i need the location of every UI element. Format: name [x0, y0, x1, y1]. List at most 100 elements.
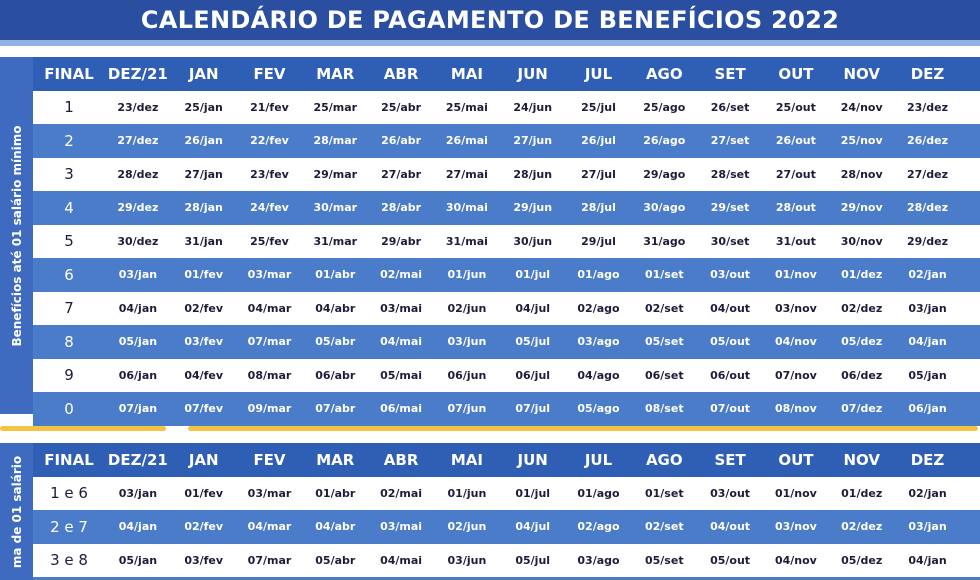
date-cell: 26/jan: [184, 134, 223, 148]
table-row: 3 e 8 05/jan 03/fev 07/mar 05/abr 04/mai 03/ju…: [33, 543, 980, 577]
date-cell: 07/jun: [447, 402, 487, 416]
date-cell: DEZ: [910, 450, 945, 469]
date-cell: 03/ago: [577, 335, 620, 349]
date-cell: 04/jul: [515, 520, 551, 534]
date-cell: 06/jan: [908, 402, 947, 416]
date-cell: 01/jun: [447, 268, 487, 282]
date-cell: 02/jan: [908, 486, 947, 500]
date-cell: 07/mar: [247, 335, 292, 349]
title: CALENDÁRIO DE PAGAMENTO DE BENEFÍCIOS 20…: [0, 0, 980, 40]
date-cell: 02/jun: [447, 520, 487, 534]
date-cell: 07/mar: [247, 553, 292, 567]
date-cell: 06/jun: [447, 368, 487, 382]
date-cell: 29/ago: [643, 167, 686, 181]
date-cell: 25/nov: [840, 134, 883, 148]
date-cell: 04/jan: [118, 520, 158, 534]
date-cell: JUL: [584, 450, 613, 469]
date-cell: 22/fev: [250, 134, 289, 148]
final-cell: 3 e 8: [50, 551, 88, 570]
date-cell: 02/ago: [577, 301, 620, 315]
date-cell: 27/mai: [445, 167, 488, 181]
date-cell: 05/jul: [515, 335, 551, 349]
date-cell: FEV: [253, 64, 286, 83]
date-cell: 02/set: [644, 301, 684, 315]
date-cell: 25/jan: [184, 100, 223, 114]
date-cell: 25/mar: [313, 100, 358, 114]
table-row: 8 05/jan 03/fev 07/mar 05/abr 04/mai 03/jun 05/…: [33, 325, 980, 359]
date-cell: 05/jan: [118, 335, 158, 349]
date-cell: 03/jun: [447, 335, 487, 349]
date-cell: 03/jan: [118, 486, 158, 500]
date-cell: 03/jun: [447, 553, 487, 567]
table: Benefícios até 01 salário mínimo FINAL DEZ…: [0, 57, 980, 426]
date-cell: 06/dez: [841, 368, 883, 382]
date-cell: SET: [714, 450, 746, 469]
date-cell: JUL: [584, 64, 613, 83]
date-cell: 02/jun: [447, 301, 487, 315]
final-cell: 4: [64, 198, 74, 217]
date-cell: OUT: [778, 64, 814, 83]
date-cell: 04/out: [710, 301, 751, 315]
final-cell: 0: [64, 399, 74, 418]
date-cell: 02/dez: [841, 520, 883, 534]
date-cell: 31/ago: [643, 234, 686, 248]
table-row: 2 27/dez 26/jan 22/fev 28/mar 26/abr 26/mai 27/…: [33, 124, 980, 158]
date-cell: 04/mai: [380, 553, 423, 567]
date-cell: 03/nov: [774, 301, 817, 315]
date-cell: 07/jan: [118, 402, 158, 416]
date-cell: 02/jan: [908, 268, 947, 282]
separator: [188, 426, 978, 431]
date-cell: 06/jul: [515, 368, 551, 382]
date-cell: 27/dez: [906, 167, 949, 181]
date-cell: 05/out: [710, 335, 751, 349]
date-cell: 27/dez: [117, 134, 159, 148]
date-cell: 27/abr: [381, 167, 422, 181]
date-cell: 24/jun: [513, 100, 553, 114]
date-cell: DEZ/21: [107, 64, 168, 83]
date-cell: 04/nov: [774, 553, 817, 567]
date-cell: 07/jul: [515, 402, 551, 416]
date-cell: 03/mai: [380, 301, 423, 315]
date-cell: 03/jan: [118, 268, 158, 282]
date-cell: 29/dez: [117, 201, 159, 215]
date-cell: AGO: [645, 450, 683, 469]
date-cell: 07/out: [710, 402, 751, 416]
date-cell: 06/mai: [380, 402, 423, 416]
date-cell: 03/out: [710, 486, 751, 500]
date-cell: 03/mar: [247, 268, 292, 282]
date-cell: 08/mar: [247, 368, 292, 382]
date-cell: 29/nov: [840, 201, 883, 215]
date-cell: 23/fev: [250, 167, 289, 181]
table: ma de 01 salário FINAL DEZ/21 JAN FEV MAR ABR M…: [0, 443, 980, 580]
date-cell: OUT: [778, 450, 814, 469]
date-cell: 24/nov: [840, 100, 883, 114]
date-cell: 25/out: [775, 100, 816, 114]
date-cell: 26/out: [775, 134, 816, 148]
date-cell: 04/nov: [774, 335, 817, 349]
date-cell: 03/nov: [774, 520, 817, 534]
date-cell: 06/set: [644, 368, 684, 382]
date-cell: 23/dez: [117, 100, 159, 114]
table-row: 1 23/dez 25/jan 21/fev 25/mar 25/abr 25/mai 24/…: [33, 90, 980, 124]
date-cell: 25/abr: [381, 100, 422, 114]
date-cell: AGO: [645, 64, 683, 83]
date-cell: 05/set: [644, 553, 684, 567]
date-cell: 03/fev: [184, 553, 224, 567]
date-cell: 29/jun: [513, 201, 553, 215]
date-cell: 25/jul: [581, 100, 616, 114]
final-cell: 7: [64, 299, 74, 318]
date-cell: ABR: [383, 450, 419, 469]
date-cell: 28/out: [775, 201, 816, 215]
final-cell: 5: [64, 232, 74, 251]
date-cell: 31/out: [775, 234, 816, 248]
date-cell: 26/set: [710, 100, 750, 114]
date-cell: 05/abr: [315, 553, 356, 567]
final-cell: 3: [64, 165, 74, 184]
date-cell: DEZ: [910, 64, 945, 83]
date-cell: 27/jul: [581, 167, 616, 181]
date-cell: 23/dez: [906, 100, 949, 114]
date-cell: 04/fev: [184, 368, 224, 382]
table-row: 7 04/jan 02/fev 04/mar 04/abr 03/mai 02/jun 04/…: [33, 291, 980, 325]
date-cell: 29/mar: [313, 167, 358, 181]
